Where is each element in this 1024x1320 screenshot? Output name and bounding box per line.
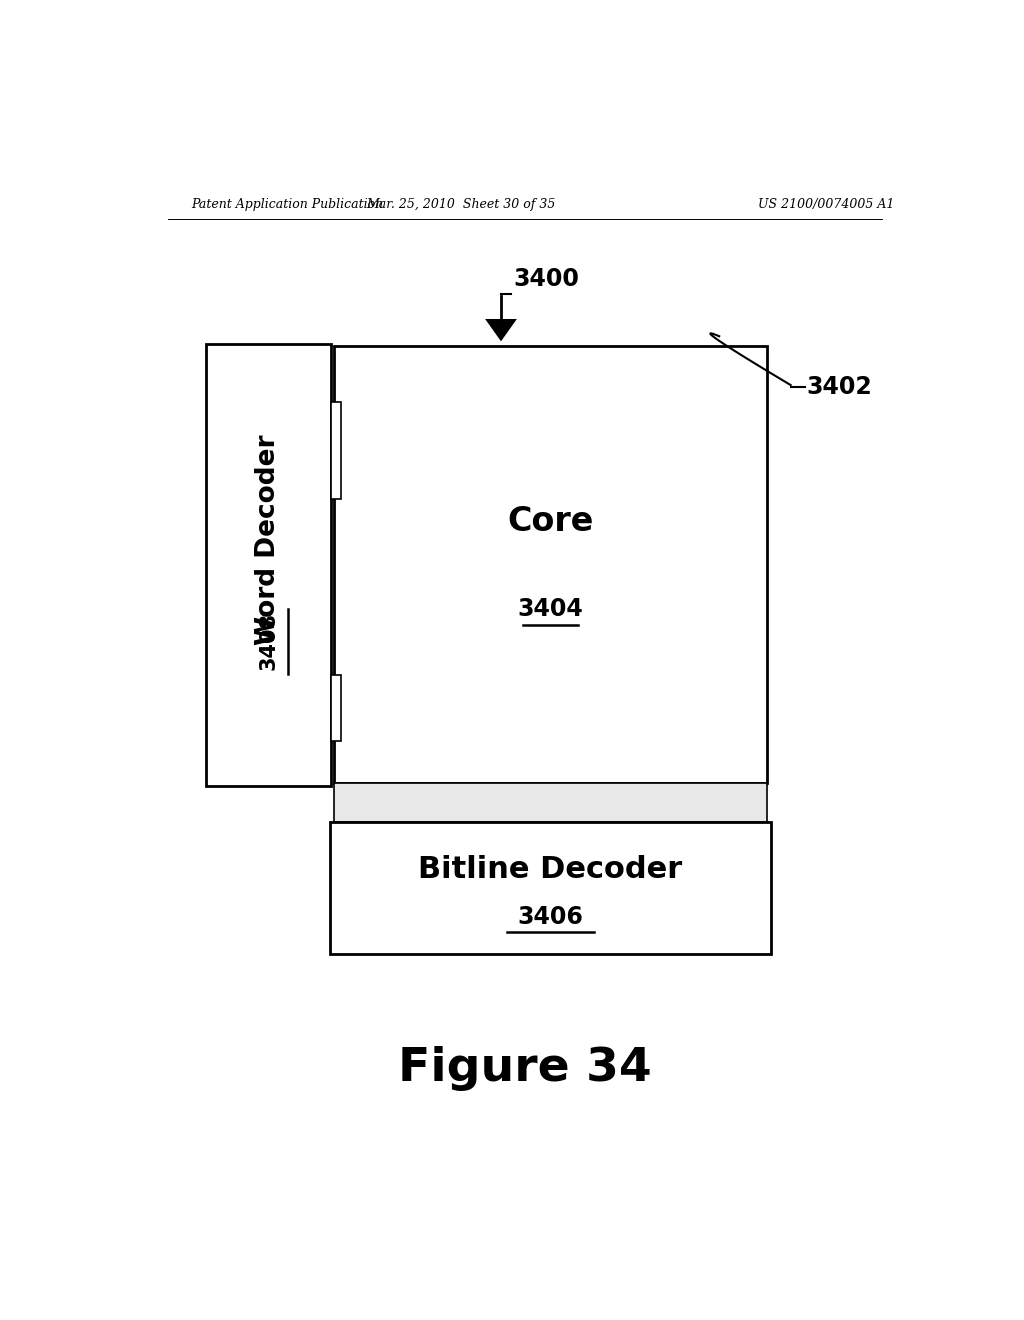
Text: 3402: 3402: [807, 375, 872, 399]
Text: Word Decoder: Word Decoder: [255, 434, 282, 644]
Bar: [331, 822, 771, 954]
Text: Bitline Decoder: Bitline Decoder: [419, 855, 683, 884]
Bar: [331, 401, 341, 499]
Bar: [334, 346, 767, 784]
Text: Core: Core: [508, 504, 594, 537]
Text: 3408: 3408: [258, 612, 279, 671]
Bar: [206, 345, 331, 785]
Text: US 2100/0074005 A1: US 2100/0074005 A1: [758, 198, 895, 211]
Text: 3406: 3406: [518, 906, 584, 929]
Bar: [331, 676, 341, 742]
Text: 3400: 3400: [513, 267, 579, 290]
Text: Mar. 25, 2010  Sheet 30 of 35: Mar. 25, 2010 Sheet 30 of 35: [367, 198, 556, 211]
Text: Figure 34: Figure 34: [398, 1045, 651, 1090]
Polygon shape: [485, 319, 517, 342]
Bar: [334, 784, 767, 822]
Text: Patent Application Publication: Patent Application Publication: [191, 198, 384, 211]
Text: 3404: 3404: [518, 597, 584, 620]
